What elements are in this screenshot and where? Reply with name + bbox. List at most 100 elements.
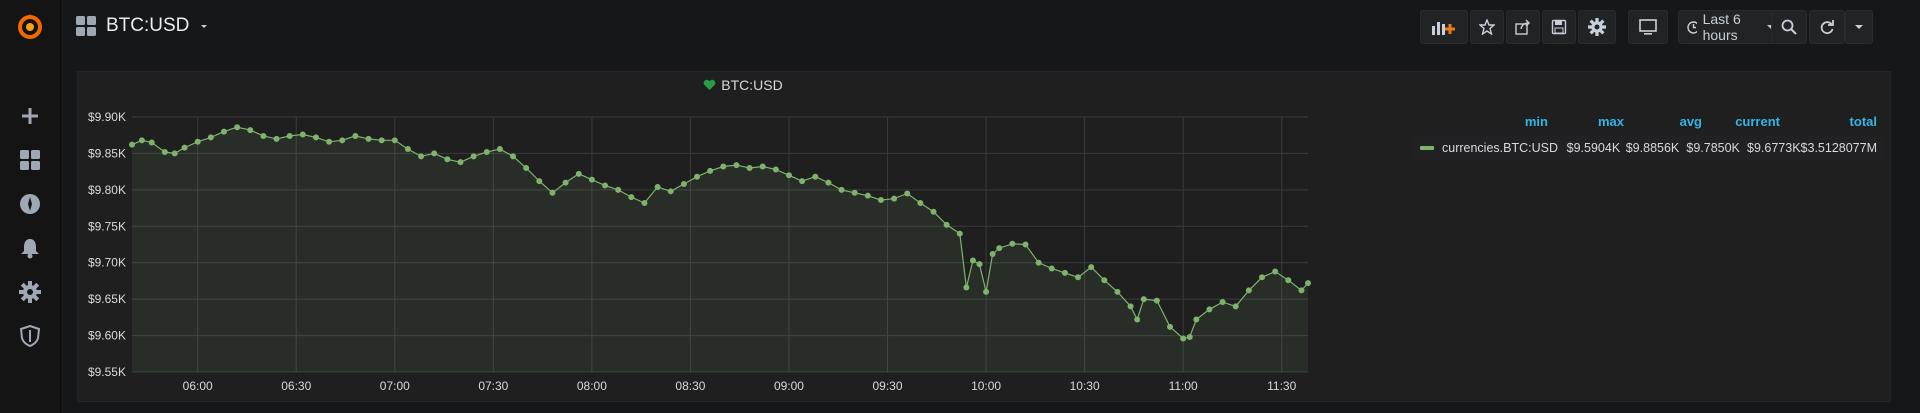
data-point[interactable] [1061, 269, 1068, 276]
data-point[interactable] [470, 153, 477, 160]
data-point[interactable] [588, 176, 595, 183]
data-point[interactable] [864, 192, 871, 199]
data-point[interactable] [1153, 297, 1160, 304]
data-point[interactable] [161, 148, 168, 155]
data-point[interactable] [273, 135, 280, 142]
data-point[interactable] [260, 132, 267, 139]
data-point[interactable] [234, 124, 241, 131]
explore-compass-icon[interactable] [15, 189, 45, 219]
legend-header-min[interactable]: min [1524, 114, 1548, 129]
data-point[interactable] [299, 131, 306, 138]
data-point[interactable] [326, 138, 333, 145]
legend-series-name[interactable]: currencies.BTC:USD [1442, 141, 1558, 155]
alerting-bell-icon[interactable] [15, 233, 45, 263]
data-point[interactable] [1193, 316, 1200, 323]
legend-header-avg[interactable]: avg [1679, 114, 1702, 129]
data-point[interactable] [1075, 274, 1082, 281]
data-point[interactable] [963, 284, 970, 291]
data-point[interactable] [1305, 280, 1311, 287]
share-button[interactable] [1506, 10, 1540, 44]
data-point[interactable] [523, 165, 530, 171]
data-point[interactable] [615, 186, 622, 193]
data-point[interactable] [1232, 303, 1239, 310]
data-point[interactable] [418, 153, 425, 160]
data-point[interactable] [444, 156, 451, 163]
data-point[interactable] [891, 195, 898, 202]
data-point[interactable] [1285, 277, 1292, 284]
data-point[interactable] [365, 135, 372, 142]
data-point[interactable] [877, 197, 884, 204]
data-point[interactable] [1134, 316, 1141, 323]
shield-icon[interactable] [15, 321, 45, 351]
grafana-logo-icon[interactable] [15, 12, 45, 42]
legend-series-row[interactable]: currencies.BTC:USD $9.5904K $9.8856K $9.… [1410, 135, 1885, 161]
data-point[interactable] [181, 144, 188, 151]
data-point[interactable] [171, 150, 178, 157]
legend-header-current[interactable]: current [1735, 114, 1780, 129]
save-button[interactable] [1542, 10, 1576, 44]
data-point[interactable] [220, 128, 227, 135]
data-point[interactable] [1206, 306, 1213, 313]
data-point[interactable] [1009, 240, 1016, 247]
data-point[interactable] [510, 153, 517, 160]
legend-header-total[interactable]: total [1849, 114, 1877, 129]
data-point[interactable] [562, 179, 569, 186]
data-point[interactable] [602, 182, 609, 189]
data-point[interactable] [1101, 277, 1108, 284]
data-point[interactable] [812, 173, 819, 180]
data-point[interactable] [247, 127, 254, 134]
data-point[interactable] [1114, 288, 1121, 295]
data-point[interactable] [575, 170, 582, 177]
data-point[interactable] [667, 188, 674, 195]
data-point[interactable] [207, 134, 214, 141]
data-point[interactable] [930, 208, 937, 215]
data-point[interactable] [138, 137, 145, 144]
data-point[interactable] [654, 183, 661, 190]
data-point[interactable] [391, 137, 398, 144]
refresh-button[interactable] [1809, 10, 1845, 44]
data-point[interactable] [1035, 259, 1042, 266]
refresh-interval-dropdown[interactable] [1845, 10, 1873, 44]
data-point[interactable] [785, 172, 792, 179]
data-point[interactable] [1048, 265, 1055, 272]
data-point[interactable] [1245, 287, 1252, 294]
data-point[interactable] [825, 179, 832, 186]
data-point[interactable] [904, 190, 911, 197]
data-point[interactable] [1186, 334, 1193, 341]
dashboard-picker[interactable]: BTC:USD [76, 15, 209, 37]
zoom-out-button[interactable] [1771, 10, 1807, 44]
series-color-swatch[interactable] [1420, 146, 1434, 150]
data-point[interactable] [694, 173, 701, 180]
data-point[interactable] [746, 165, 753, 171]
data-point[interactable] [194, 138, 201, 145]
data-point[interactable] [983, 288, 990, 295]
data-point[interactable] [1259, 274, 1266, 281]
data-point[interactable] [536, 178, 543, 185]
data-point[interactable] [772, 166, 779, 173]
data-point[interactable] [404, 146, 411, 153]
data-point[interactable] [378, 137, 385, 144]
data-point[interactable] [1298, 287, 1305, 294]
data-point[interactable] [707, 167, 714, 174]
tv-mode-button[interactable] [1628, 10, 1668, 44]
data-point[interactable] [956, 230, 963, 237]
star-button[interactable] [1470, 10, 1504, 44]
data-point[interactable] [943, 221, 950, 228]
plus-icon[interactable] [15, 101, 45, 131]
data-point[interactable] [1219, 299, 1226, 306]
data-point[interactable] [1140, 296, 1147, 303]
data-point[interactable] [1272, 268, 1279, 275]
data-point[interactable] [733, 162, 740, 169]
dashboards-grid-icon[interactable] [15, 145, 45, 175]
data-point[interactable] [312, 134, 319, 141]
data-point[interactable] [989, 250, 996, 257]
data-point[interactable] [969, 257, 976, 264]
data-point[interactable] [680, 181, 687, 188]
data-point[interactable] [838, 186, 845, 193]
data-point[interactable] [339, 137, 346, 144]
data-point[interactable] [1127, 303, 1134, 310]
data-point[interactable] [1088, 264, 1095, 271]
add-panel-button[interactable] [1420, 10, 1468, 44]
data-point[interactable] [1180, 335, 1187, 342]
data-point[interactable] [549, 189, 556, 196]
